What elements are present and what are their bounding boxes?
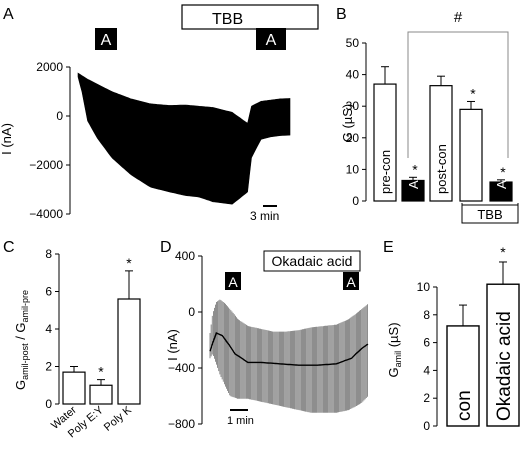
panel-d-y-axis: 400 0 −400 −800 [168,249,203,431]
panel-d-y-tick-label-0: 400 [175,249,195,263]
panel-c-bar-1 [89,384,113,405]
panel-c-significance-1: * [98,364,104,380]
panel-d-treatment-bar [263,250,361,272]
panel-b-y-tick-label-1: 10 [346,162,360,176]
panel-a-amiloride-marker-2 [256,28,286,50]
panel-c-y-label-slash: / G [13,322,28,343]
panel-e-y-tick-label-1: 2 [423,391,430,405]
panel-e-bar-0 [446,325,480,427]
panel-c-bars: Water*Poly E:Y*Poly K [49,255,141,440]
panel-c-y-tick-label-1: 2 [45,360,52,374]
panel-d-y-tick-label-3: −800 [168,417,195,431]
panel-b-bar-label-1: A [406,180,421,189]
panel-e: E 0 2 4 6 8 10 con * Okadaic acid Gamil (µS) [383,239,520,433]
panel-a-amiloride-label-2: A [266,32,277,49]
panel-c-letter: C [3,239,15,256]
panel-a-treatment-bar [181,4,319,30]
panel-b-comparison-symbol: # [454,9,463,26]
panel-b-significance-1: * [412,161,418,177]
panel-b-letter: B [336,6,347,23]
panel-b-y-tick-label-0: 0 [352,194,359,208]
panel-d-letter: D [160,239,172,256]
panel-c-category-label-2: Poly K [102,404,135,434]
panel-d-y-axis-label: I (nA) [165,329,180,361]
panel-e-y-tick-label-2: 4 [423,363,430,377]
panel-e-bar-label-1: Okadaic acid [494,311,515,421]
panel-e-y-label-g: G [386,367,401,377]
panel-a-y-axis: 2000 0 −2000 −4000 [29,60,71,221]
panel-e-y-label-sub: amil [393,351,403,368]
panel-b-bar-label-4: A [494,180,509,189]
panel-d-y-tick-label-2: −400 [168,361,195,375]
panel-e-bars: con * Okadaic acid [446,244,520,427]
panel-a-treatment-label: TBB [212,11,243,28]
panel-a-y-tick-label-1: 0 [56,109,63,123]
panel-e-y-label-unit: (µS) [386,322,401,350]
panel-e-y-tick-label-5: 10 [417,280,431,294]
panel-b-significance-4: * [500,164,506,180]
panel-d: D Okadaic acid A A 400 0 −400 −800 I (nA) 1… [160,239,369,431]
panel-c-bar-2 [117,298,141,405]
panel-a: A TBB A A 2000 0 −2000 −4000 I (nA) 3 min [0,4,319,223]
panel-b-bar-3 [459,108,483,202]
panel-c-y-tick-label-3: 6 [45,285,52,299]
panel-b-y-tick-label-4: 40 [346,68,360,82]
panel-c-y-tick-label-2: 4 [45,322,52,336]
panel-b-bars: pre-con *A post-con**A [373,66,513,202]
panel-d-y-tick-label-1: 0 [188,305,195,319]
panel-e-y-tick-label-4: 8 [423,308,430,322]
panel-e-bar-label-0: con [454,390,475,421]
panel-b-y-axis: 0 10 20 30 40 50 [346,36,367,208]
panel-c-y-axis: 0 2 4 6 8 [45,247,60,411]
panel-e-y-tick-label-0: 0 [423,419,430,433]
panel-b-y-tick-label-3: 30 [346,99,360,113]
panel-b-y-tick-label-2: 20 [346,131,360,145]
panel-b-y-tick-label-5: 50 [346,36,360,50]
panel-a-amiloride-label-1: A [101,32,112,49]
panel-c-bar-0 [62,371,86,405]
panel-e-y-axis: 0 2 4 6 8 10 [417,280,438,433]
panel-d-mean-trace [209,332,369,366]
panel-c-y-label-sub1: amil-post [20,343,30,380]
panel-d-time-scalebar-label: 1 min [227,415,254,427]
panel-c-y-tick-label-4: 8 [45,247,52,261]
panel-d-treatment-label: Okadaic acid [272,253,353,269]
panel-d-amiloride-label-1: A [228,274,238,290]
panel-a-letter: A [3,6,14,23]
panel-d-current-sweeps [209,299,368,413]
panel-b-comparison-bracket [407,31,509,158]
panel-b-bar-label-0: pre-con [378,150,393,194]
panel-a-y-tick-label-2: −2000 [29,158,63,172]
panel-a-y-tick-label-3: −4000 [29,207,63,221]
panel-e-significance-1: * [500,244,506,260]
panel-e-y-axis-label: Gamil (µS) [386,322,403,377]
panel-b-y-axis-label: G (µS) [340,104,355,143]
panel-b-tbb-group-box [461,204,519,224]
panel-d-amiloride-marker-2 [343,272,359,290]
panel-c-y-tick-label-0: 0 [45,397,52,411]
panel-c-y-axis-label: Gamil-post / Gamil-pre [13,290,30,390]
panel-b-bar-label-2: post-con [434,144,449,194]
panel-e-letter: E [383,239,394,256]
panel-a-y-tick-label-0: 2000 [36,60,63,74]
panel-e-y-tick-label-3: 6 [423,336,430,350]
panel-c-y-label-g1: G [13,380,28,390]
panel-a-time-scalebar-label: 3 min [250,209,279,223]
panel-c-y-label-sub2: amil-pre [20,290,30,323]
panel-d-amiloride-label-2: A [346,274,356,290]
panel-b-tbb-group-label: TBB [477,207,502,222]
panel-a-amiloride-marker-1 [95,28,117,50]
panel-a-y-axis-label: I (nA) [0,123,14,155]
panel-c-significance-2: * [126,255,132,271]
panel-b-significance-3: * [470,85,476,101]
panel-a-current-trace [77,72,291,205]
panel-d-amiloride-marker-1 [225,272,241,290]
